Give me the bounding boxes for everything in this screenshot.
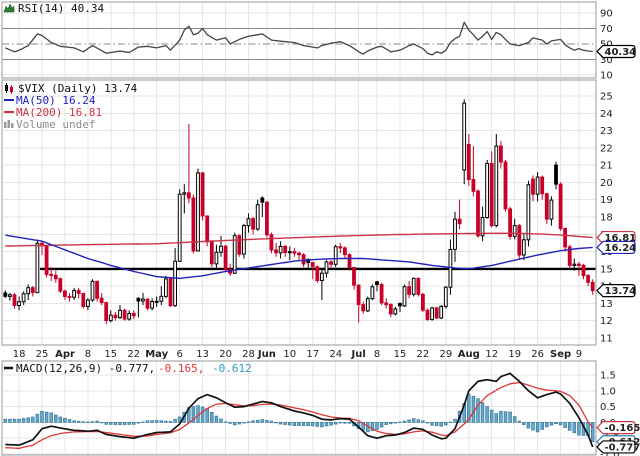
svg-text:15: 15 [104,349,117,360]
gridlines [2,2,596,455]
ma200-line [5,232,593,247]
svg-text:29: 29 [440,349,453,360]
macd-panel [3,372,595,449]
svg-text:19: 19 [508,349,521,360]
value-badge [596,440,636,454]
svg-text:40.34: 40.34 [605,47,637,58]
macd-legend: MACD(12,26,9) -0.777, -0.165, -0.612 [4,362,252,375]
value-badge [596,240,636,255]
price-panel-border [1,79,597,346]
svg-text:13: 13 [600,299,613,310]
rsi-legend: RSI(14) 40.34 [3,2,104,15]
price-legend: $VIX (Daily) 13.74 MA(50) 16.24 MA(200) … [4,82,138,131]
svg-text:25: 25 [600,92,613,103]
svg-text:22: 22 [127,349,140,360]
svg-text:23: 23 [600,126,613,137]
svg-text:12: 12 [600,316,613,327]
svg-text:Apr: Apr [55,349,75,360]
svg-text:16.81: 16.81 [605,233,637,244]
svg-text:8: 8 [85,349,91,360]
svg-text:6: 6 [177,349,183,360]
svg-text:-0.165: -0.165 [605,423,640,434]
svg-text:10: 10 [600,71,613,82]
svg-text:15: 15 [600,264,613,275]
price-panel [3,99,596,325]
value-badge [596,44,636,59]
svg-text:25: 25 [36,349,49,360]
ma50-line [5,234,593,280]
rsi-panel-border [1,1,597,79]
rsi-legend-label: RSI(14) 40.34 [18,2,104,15]
svg-text:90: 90 [600,9,613,20]
svg-text:18: 18 [13,349,26,360]
svg-text:0.5: 0.5 [600,402,616,413]
candlestick-icon [5,83,13,94]
svg-text:20: 20 [600,178,613,189]
svg-text:13.74: 13.74 [605,286,637,297]
svg-text:20: 20 [219,349,232,360]
svg-text:1.0: 1.0 [600,386,616,397]
rsi-chart-icon [3,3,15,13]
svg-text:8: 8 [374,349,380,360]
svg-text:15: 15 [394,349,407,360]
svg-text:1.5: 1.5 [600,371,616,382]
svg-text:-0.777: -0.777 [605,442,640,453]
value-badge [596,421,636,435]
ma50-label: MA(50) 16.24 [16,94,96,107]
svg-text:24: 24 [600,109,613,120]
macd-panel-border [1,360,597,456]
svg-text:30: 30 [600,55,613,66]
svg-text:70: 70 [600,24,613,35]
macd-legend-black: MACD(12,26,9) -0.777, [16,362,155,375]
svg-text:22: 22 [600,143,613,154]
svg-text:Aug: Aug [458,349,480,360]
ma200-label: MA(200) 16.81 [16,106,102,119]
symbol-label: $VIX (Daily) 13.74 [18,82,138,95]
svg-text:24: 24 [329,349,342,360]
svg-text:Sep: Sep [550,349,571,360]
svg-text:21: 21 [600,161,613,172]
value-badge [596,284,636,298]
svg-text:10: 10 [283,349,296,360]
rsi-panel [2,21,596,60]
svg-text:13: 13 [196,349,209,360]
svg-text:12: 12 [485,349,498,360]
svg-text:9: 9 [576,349,582,360]
volume-label: Volume undef [16,118,95,131]
svg-text:Jun: Jun [257,349,276,360]
svg-text:19: 19 [600,195,613,206]
volume-bars-icon [4,120,14,128]
svg-text:22: 22 [417,349,430,360]
svg-text:May: May [145,349,168,360]
svg-text:Jul: Jul [351,349,366,360]
svg-text:17: 17 [306,349,319,360]
svg-text:11: 11 [600,334,613,345]
macd-main-line [5,372,594,448]
svg-text:18: 18 [600,213,613,224]
svg-text:26: 26 [531,349,544,360]
macd-legend-red: -0.165, [158,362,204,375]
svg-text:28: 28 [242,349,255,360]
macd-legend-blue: -0.612 [212,362,252,375]
svg-text:16.24: 16.24 [605,243,637,254]
